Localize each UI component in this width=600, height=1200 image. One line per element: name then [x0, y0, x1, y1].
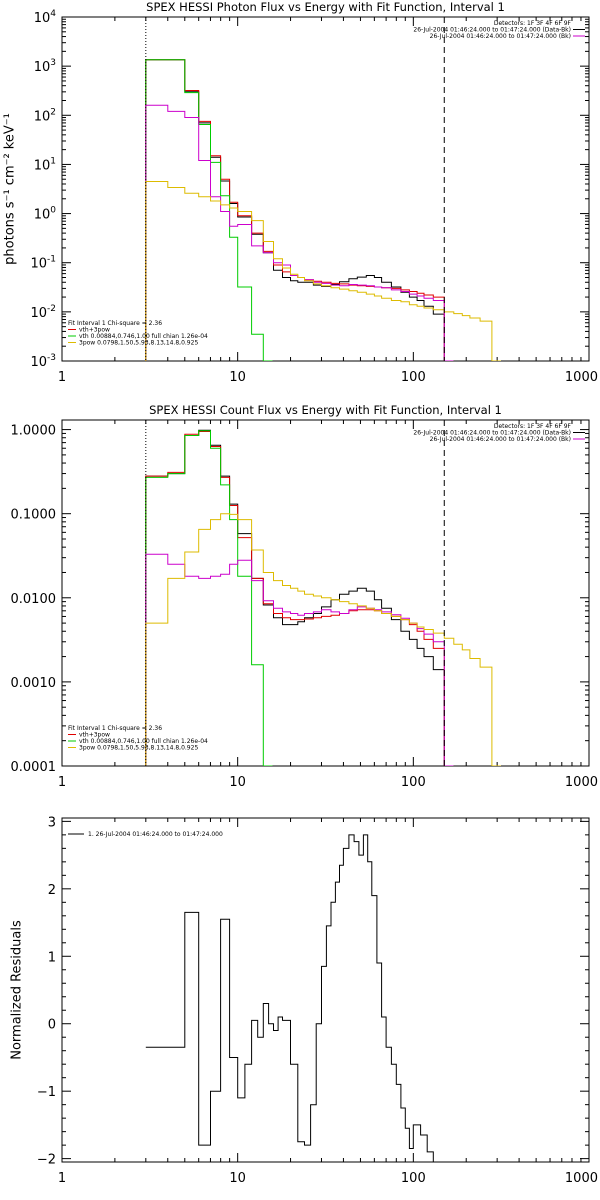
x-tick-label: 1000 [565, 1171, 598, 1186]
y-tick-label: −2 [37, 1153, 56, 1168]
y-tick-label: 102 [34, 107, 56, 124]
legend-entry: 3pow 0.0798,1.50,5.93,8.13,14.8,0.925 [79, 745, 198, 752]
y-tick-label: 1 [48, 950, 56, 965]
chart-panel-3: Normalized Residuals 1 10 100 1000 −2 −1 0 1 2 3 1.… [10, 815, 599, 1186]
series-line-2 [145, 59, 454, 361]
legend-entry: 1. 26-Jul-2004 01:46:24.000 to 01:47:24.… [88, 831, 223, 838]
legend-entry: vth 0.00884,0.746,1.00 full chian 1.26e-… [79, 333, 208, 340]
detector-info-line: Detectors: 1F 3F 4F 6F 9F [494, 20, 572, 27]
chart-panel-2: SPEX HESSI Count Flux vs Energy with Fit… [11, 403, 599, 790]
x-tick-label: 1000 [565, 370, 598, 385]
y-tick-label: 1.0000 [11, 424, 57, 439]
y-axis-label: photons s⁻¹ cm⁻² keV⁻¹ [3, 113, 18, 265]
y-axis-label: Normalized Residuals [10, 920, 25, 1060]
y-tick-label: 0.0100 [11, 592, 57, 607]
y-tick-label: 101 [34, 156, 56, 173]
legend-entry: vth+3pow [79, 732, 110, 739]
series-line-3 [145, 59, 273, 361]
series-line-5 [145, 513, 501, 766]
series-line-2 [145, 431, 454, 766]
chart-panel-1: SPEX HESSI Photon Flux vs Energy with Fi… [3, 0, 599, 385]
x-tick-label: 1 [58, 775, 66, 790]
y-tick-label: 0.1000 [11, 508, 57, 523]
plot-frame [61, 419, 590, 767]
plot-frame [61, 16, 590, 362]
x-tick-label: 10 [229, 1171, 246, 1186]
plot-frame [61, 817, 590, 1163]
detector-info-line: 26-Jul-2004 01:46:24.000 to 01:47:24.000… [430, 33, 571, 40]
legend-entry: Fit Interval 1 Chi-square = 2.36 [68, 725, 162, 732]
x-tick-label: 1000 [565, 775, 598, 790]
x-tick-label: 10 [229, 775, 246, 790]
series-line-1 [145, 834, 453, 1162]
x-tick-label: 10 [229, 370, 246, 385]
series-line-1 [145, 429, 454, 766]
detector-info-line: 26-Jul-2004 01:46:24.000 to 01:47:24.000… [413, 27, 571, 34]
y-tick-label: 3 [48, 815, 56, 830]
y-tick-label: 0.0001 [11, 760, 57, 775]
y-tick-label: 0.0010 [11, 676, 57, 691]
y-tick-label: 2 [48, 883, 56, 898]
series-line-4 [145, 104, 454, 361]
y-tick-label: 10-1 [30, 255, 56, 272]
chart-title: SPEX HESSI Photon Flux vs Energy with Fi… [146, 0, 505, 14]
x-tick-label: 1 [58, 1171, 66, 1186]
legend-entry: 3pow 0.0798,1.50,5.93,8.13,14.8,0.925 [79, 340, 198, 347]
legend-entry: Fit Interval 1 Chi-square = 2.36 [68, 320, 162, 327]
detector-info-line: 26-Jul-2004 01:46:24.000 to 01:47:24.000… [413, 430, 571, 437]
x-tick-label: 100 [401, 1171, 426, 1186]
y-tick-label: 10-3 [30, 353, 56, 370]
y-tick-label: 100 [34, 206, 57, 223]
legend-entry: vth 0.00884,0.746,1.00 full chian 1.26e-… [79, 738, 208, 745]
x-tick-label: 1 [58, 370, 66, 385]
detector-info-line: Detectors: 1F 3F 4F 6F 9F [494, 423, 572, 430]
y-tick-label: 103 [34, 58, 56, 75]
legend-entry: vth+3pow [79, 327, 110, 334]
series-line-3 [145, 430, 273, 766]
y-tick-label: 10-2 [30, 304, 56, 321]
y-tick-label: 0 [48, 1018, 56, 1033]
x-tick-label: 100 [401, 775, 426, 790]
series-line-1 [145, 59, 454, 361]
y-tick-label: 104 [34, 9, 57, 26]
x-tick-label: 100 [401, 370, 426, 385]
y-tick-label: −1 [37, 1085, 56, 1100]
detector-info-line: 26-Jul-2004 01:46:24.000 to 01:47:24.000… [430, 436, 571, 443]
chart-title: SPEX HESSI Count Flux vs Energy with Fit… [149, 403, 502, 417]
